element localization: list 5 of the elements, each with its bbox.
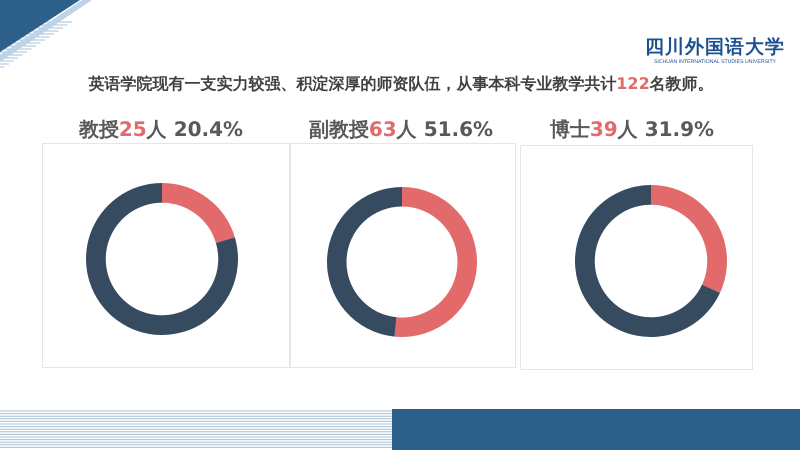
chart-title: 博士39人 31.9% [550,117,714,141]
text: 四川外国语大学 [645,36,785,58]
text: 英语学院现有一支实力较强、积淀深厚的师资队伍，从事本科专业教学共计122名教师。 [88,74,714,93]
chart-title: 教授25人 20.4% [78,117,244,141]
chart-title: 副教授63人 51.6% [308,117,494,141]
